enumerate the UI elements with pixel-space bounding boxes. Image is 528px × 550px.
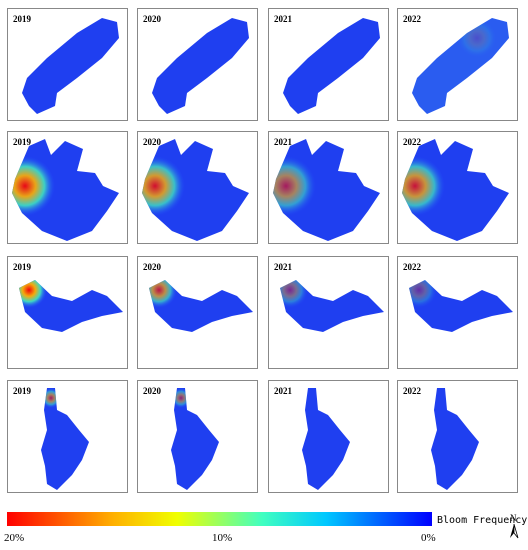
bloom-hotspot — [273, 156, 316, 216]
map-panel: 2021 — [268, 380, 389, 493]
colorbar-label: 10% — [212, 532, 232, 544]
map-panel: 2020 — [137, 380, 258, 493]
lake — [41, 388, 89, 490]
colorbar-title: Bloom Frequency — [437, 515, 527, 526]
year-label: 2020 — [143, 262, 162, 272]
bloom-hotspot — [402, 156, 445, 216]
map-panel: 2021 — [268, 256, 389, 369]
map-panel: 2019 — [7, 131, 128, 244]
year-label: 2022 — [403, 262, 422, 272]
lake — [152, 18, 249, 114]
map-panel: 2022 — [397, 131, 518, 244]
year-label: 2021 — [274, 386, 293, 396]
map-panel: 2020 — [137, 8, 258, 121]
bloom-hotspot — [142, 156, 185, 216]
year-label: 2020 — [143, 137, 162, 147]
map-panel: 2021 — [268, 8, 389, 121]
year-label: 2022 — [403, 14, 422, 24]
year-label: 2019 — [13, 386, 32, 396]
year-label: 2019 — [13, 262, 32, 272]
year-label: 2021 — [274, 14, 293, 24]
year-label: 2021 — [274, 262, 293, 272]
map-panel: 2019 — [7, 256, 128, 369]
map-panel: 2019 — [7, 8, 128, 121]
colorbar-label: 0% — [421, 532, 436, 544]
year-label: 2020 — [143, 386, 162, 396]
lake — [283, 18, 380, 114]
north-arrow: N — [510, 513, 519, 539]
lake — [431, 388, 479, 490]
map-panel: 2021 — [268, 131, 389, 244]
map-panel: 2022 — [397, 256, 518, 369]
map-panel: 2022 — [397, 380, 518, 493]
map-panel: 2020 — [137, 131, 258, 244]
colorbar-label: 20% — [4, 532, 24, 544]
bloom-hotspot — [12, 156, 55, 216]
lake — [22, 18, 119, 114]
map-panel: 2019 — [7, 380, 128, 493]
year-label: 2019 — [13, 137, 32, 147]
year-label: 2021 — [274, 137, 293, 147]
north-label: N — [510, 513, 517, 523]
map-panel: 2022 — [397, 8, 518, 121]
lake — [171, 388, 219, 490]
map-panel: 2020 — [137, 256, 258, 369]
year-label: 2019 — [13, 14, 32, 24]
year-label: 2020 — [143, 14, 162, 24]
colorbar — [7, 512, 432, 526]
lake — [302, 388, 350, 490]
year-label: 2022 — [403, 137, 422, 147]
year-label: 2022 — [403, 386, 422, 396]
